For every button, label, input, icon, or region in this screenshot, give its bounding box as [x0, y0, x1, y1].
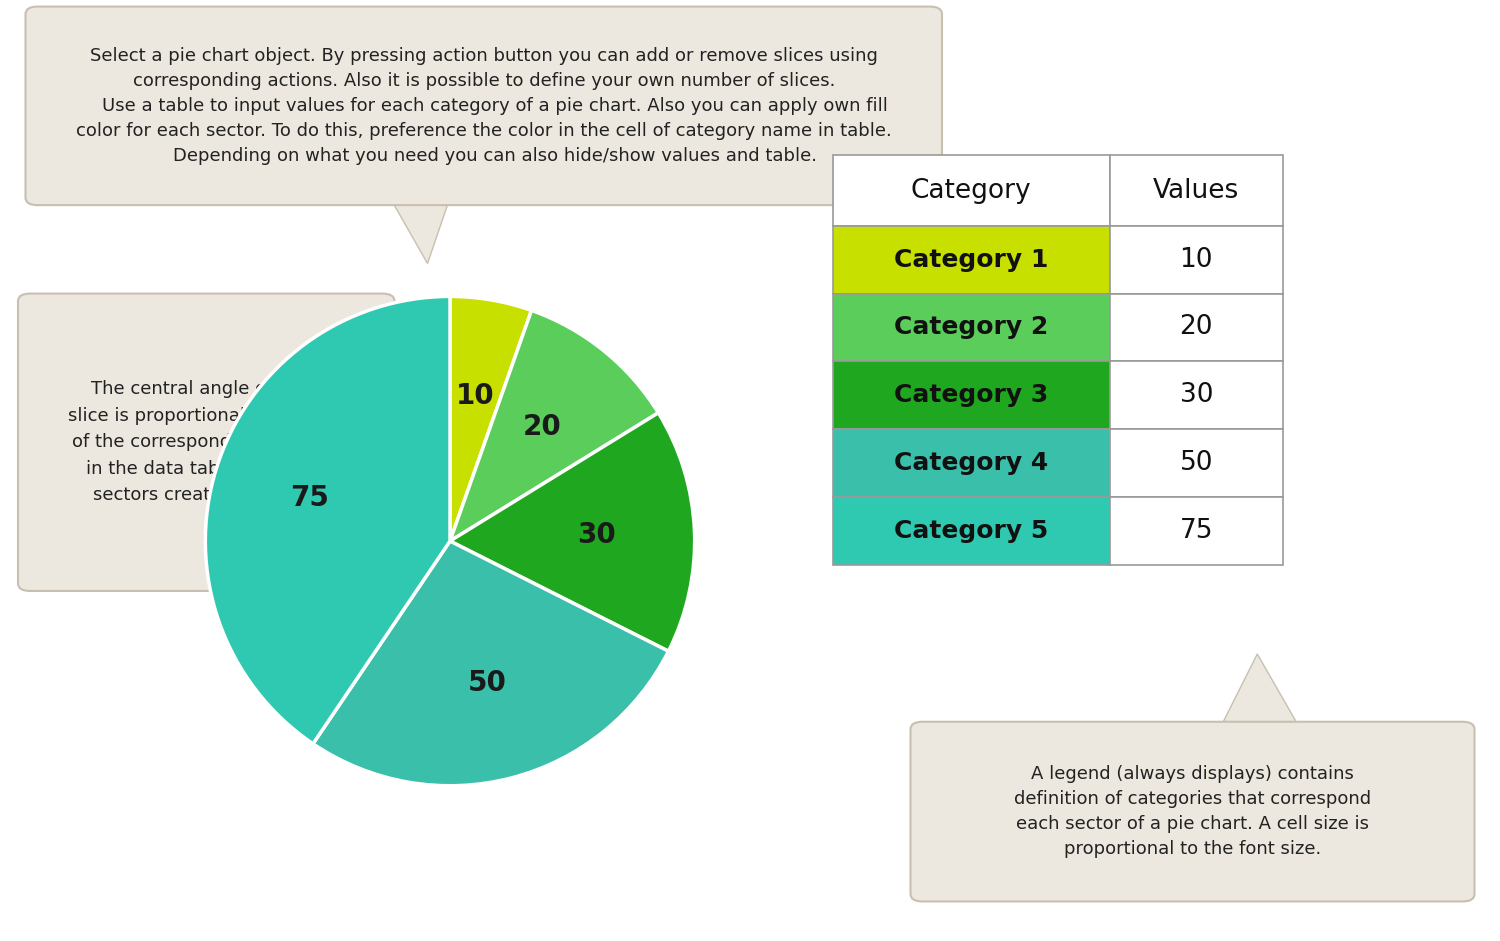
Polygon shape	[390, 198, 450, 263]
FancyBboxPatch shape	[833, 429, 1110, 497]
Text: A legend (always displays) contains
definition of categories that correspond
eac: A legend (always displays) contains defi…	[1014, 765, 1371, 858]
FancyBboxPatch shape	[833, 155, 1110, 226]
FancyBboxPatch shape	[1110, 294, 1282, 361]
FancyBboxPatch shape	[833, 226, 1110, 294]
Text: Values: Values	[1154, 178, 1239, 203]
Text: Category 2: Category 2	[894, 315, 1048, 340]
Text: 50: 50	[468, 669, 507, 697]
Text: 20: 20	[1179, 314, 1214, 341]
Wedge shape	[450, 311, 658, 541]
Text: 75: 75	[1179, 518, 1214, 544]
FancyBboxPatch shape	[26, 7, 942, 205]
Text: Category 1: Category 1	[894, 247, 1048, 272]
Wedge shape	[450, 413, 694, 651]
Text: Category 4: Category 4	[894, 451, 1048, 475]
Text: Select a pie chart object. By pressing action button you can add or remove slice: Select a pie chart object. By pressing a…	[76, 47, 891, 165]
Text: The central angle of each
slice is proportional to the size
of the corresponding: The central angle of each slice is propo…	[68, 380, 345, 504]
Wedge shape	[450, 296, 531, 541]
Polygon shape	[382, 386, 472, 428]
Text: 20: 20	[524, 413, 561, 441]
FancyBboxPatch shape	[1110, 226, 1282, 294]
Text: 10: 10	[1179, 247, 1214, 273]
Polygon shape	[1220, 654, 1300, 729]
Text: 30: 30	[1179, 382, 1214, 408]
FancyBboxPatch shape	[833, 361, 1110, 429]
Text: Category 5: Category 5	[894, 518, 1048, 543]
FancyBboxPatch shape	[833, 497, 1110, 565]
FancyBboxPatch shape	[910, 722, 1474, 901]
FancyBboxPatch shape	[18, 294, 394, 591]
Text: 10: 10	[456, 382, 494, 410]
Wedge shape	[314, 541, 669, 786]
Text: 50: 50	[1179, 450, 1214, 476]
Text: 30: 30	[578, 521, 616, 549]
Wedge shape	[206, 296, 450, 743]
FancyBboxPatch shape	[1110, 429, 1282, 497]
Text: Category: Category	[910, 178, 1032, 203]
Text: 75: 75	[290, 484, 328, 512]
Text: Category 3: Category 3	[894, 383, 1048, 407]
FancyBboxPatch shape	[1110, 155, 1282, 226]
FancyBboxPatch shape	[833, 294, 1110, 361]
FancyBboxPatch shape	[1110, 497, 1282, 565]
FancyBboxPatch shape	[1110, 361, 1282, 429]
